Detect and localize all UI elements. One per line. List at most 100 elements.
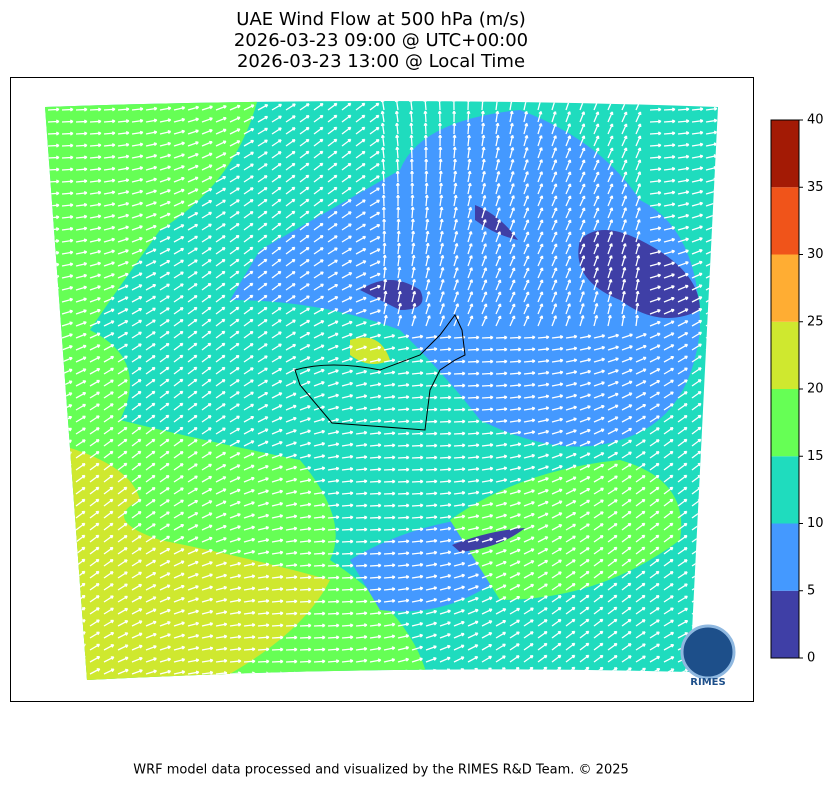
wind-arrow [131, 367, 142, 375]
wind-arrow [425, 242, 430, 255]
wind-arrow [495, 158, 501, 171]
wind-arrow [425, 266, 431, 279]
wind-arrow [159, 248, 171, 255]
wind-arrow [509, 513, 521, 519]
wind-arrow [299, 295, 310, 303]
wind-arrow [565, 476, 577, 483]
wind-arrow [369, 297, 381, 303]
wind-arrow [103, 273, 115, 279]
wind-arrow [103, 510, 114, 519]
wind-arrow [187, 129, 199, 135]
wind-arrow [131, 559, 142, 567]
wind-arrow [145, 248, 157, 255]
wind-arrow [663, 344, 675, 351]
wind-arrow [173, 200, 185, 207]
wind-arrow [271, 671, 284, 676]
wind-arrow [453, 182, 458, 195]
wind-arrow [47, 558, 58, 567]
wind-arrow [438, 146, 443, 159]
wind-arrow [565, 618, 576, 627]
wind-arrow [341, 406, 354, 411]
wind-arrow [481, 267, 488, 279]
wind-arrow [131, 213, 143, 219]
wind-arrow [551, 111, 557, 123]
wind-arrow [677, 498, 688, 507]
wind-arrow [327, 623, 340, 628]
wind-arrow [299, 150, 310, 159]
wind-arrow [159, 487, 170, 495]
wind-arrow [593, 279, 599, 291]
wind-arrow [509, 406, 522, 411]
wind-arrow [635, 231, 641, 243]
wind-arrow [565, 195, 572, 207]
wind-arrow [593, 642, 604, 651]
wind-arrow [579, 654, 590, 663]
wind-arrow [47, 606, 58, 615]
wind-arrow [47, 238, 60, 243]
wind-arrow [89, 332, 101, 339]
wind-arrow [411, 334, 424, 339]
wind-arrow [89, 391, 100, 399]
wind-arrow [187, 294, 198, 303]
wind-arrow [607, 392, 619, 399]
wind-arrow [691, 142, 704, 147]
wind-arrow [103, 249, 115, 255]
wind-arrow [409, 134, 414, 147]
wind-arrow [523, 347, 536, 352]
wind-arrow [663, 249, 676, 255]
wind-arrow [551, 243, 558, 255]
wind-arrow [271, 440, 283, 447]
wind-arrow [523, 619, 534, 627]
wind-arrow [201, 140, 213, 147]
wind-arrow [481, 655, 493, 663]
wind-arrow [313, 356, 325, 363]
wind-arrow [579, 428, 591, 435]
wind-arrow [145, 450, 156, 459]
wind-arrow [257, 139, 268, 147]
wind-arrow [145, 366, 156, 375]
wind-arrow [299, 332, 311, 339]
wind-arrow [523, 267, 530, 279]
wind-arrow [299, 599, 312, 604]
wind-arrow [607, 642, 618, 651]
wind-arrow [313, 587, 326, 592]
wind-arrow [495, 608, 507, 615]
wind-arrow [523, 291, 530, 303]
wind-arrow [691, 608, 703, 615]
wind-arrow [215, 598, 228, 603]
wind-arrow [523, 501, 535, 507]
wind-arrow [103, 308, 115, 315]
wind-arrow [509, 442, 522, 447]
wind-arrow [159, 414, 170, 423]
wind-arrow [201, 609, 214, 615]
wind-arrow [691, 237, 703, 243]
wind-arrow [201, 330, 212, 339]
wind-arrow [271, 416, 283, 423]
wind-arrow [537, 159, 543, 171]
wind-arrow [271, 319, 282, 327]
wind-arrow [47, 309, 60, 315]
wind-arrow [453, 644, 465, 651]
wind-arrow [89, 356, 101, 363]
wind-arrow [509, 643, 520, 651]
wind-arrow [187, 164, 199, 171]
wind-arrow [551, 334, 564, 339]
wind-arrow [565, 500, 577, 507]
wind-arrow [551, 394, 564, 399]
wind-arrow [201, 670, 214, 675]
wind-arrow [467, 632, 479, 639]
wind-arrow [649, 261, 662, 267]
wind-arrow [257, 175, 268, 183]
wind-arrow [425, 515, 438, 520]
wind-arrow [243, 537, 256, 543]
wind-arrow [173, 330, 184, 339]
wind-arrow [355, 551, 368, 556]
wind-arrow [61, 570, 72, 579]
wind-arrow [229, 318, 240, 327]
wind-arrow [187, 548, 199, 555]
wind-arrow [369, 634, 382, 639]
wind-arrow [285, 331, 296, 339]
wind-arrow [649, 190, 662, 195]
wind-arrow [537, 303, 544, 315]
wind-arrow [425, 467, 438, 472]
